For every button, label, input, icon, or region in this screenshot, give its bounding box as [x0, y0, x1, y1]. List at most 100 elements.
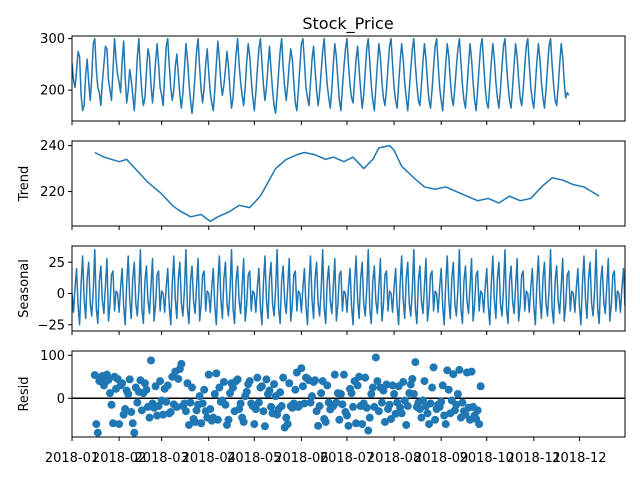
y-tick-label: −25	[38, 318, 65, 333]
resid-point	[402, 420, 411, 429]
resid-point	[151, 382, 160, 391]
resid-point	[379, 386, 388, 395]
y-tick-label: 25	[48, 256, 65, 271]
x-tick-label: 2018-09	[414, 451, 468, 466]
resid-point	[128, 419, 137, 428]
resid-point	[297, 364, 306, 373]
resid-point	[133, 398, 142, 407]
resid-point	[362, 403, 371, 412]
resid-point	[159, 410, 168, 419]
resid-point	[423, 409, 432, 418]
resid-point	[285, 379, 294, 388]
resid-point	[441, 420, 450, 429]
x-tick-label: 2018-11	[507, 451, 561, 466]
resid-point	[145, 413, 154, 422]
resid-point	[368, 383, 377, 392]
resid-point	[415, 405, 424, 414]
resid-point	[180, 399, 189, 408]
resid-point	[371, 353, 380, 362]
resid-point	[276, 388, 285, 397]
resid-point	[236, 399, 245, 408]
resid-point	[314, 421, 323, 430]
resid-point	[219, 377, 228, 386]
resid-point	[358, 420, 367, 429]
resid-point	[437, 397, 446, 406]
plot-frame	[71, 35, 626, 122]
resid-point	[388, 381, 397, 390]
resid-point	[242, 387, 251, 396]
resid-point	[213, 415, 222, 424]
y-tick-label: 100	[40, 349, 65, 364]
resid-point	[156, 377, 165, 386]
resid-point	[440, 411, 449, 420]
resid-point	[397, 409, 406, 418]
resid-point	[349, 402, 358, 411]
resid-point	[342, 411, 351, 420]
resid-point	[142, 385, 151, 394]
resid-point	[118, 379, 127, 388]
resid-point	[338, 400, 347, 409]
resid-point	[184, 420, 193, 429]
resid-point	[137, 406, 146, 415]
resid-point	[279, 373, 288, 382]
resid-point	[270, 380, 279, 389]
resid-point	[260, 422, 269, 431]
resid-point	[449, 370, 458, 379]
resid-point	[444, 385, 453, 394]
resid-point	[251, 405, 260, 414]
resid-point	[475, 420, 484, 429]
x-tick-label: 2018-04	[182, 451, 236, 466]
resid-point	[367, 390, 376, 398]
panel-resid: 01002018-012018-022018-032018-042018-052…	[17, 349, 626, 466]
y-tick-label: 0	[57, 392, 65, 407]
resid-point	[181, 407, 190, 416]
resid-point	[458, 398, 467, 407]
resid-point	[473, 406, 482, 415]
resid-point	[163, 381, 172, 390]
resid-point	[411, 358, 420, 367]
y-axis-label-trend: Trend	[17, 166, 32, 203]
y-tick-label: 0	[57, 287, 65, 302]
resid-point	[166, 408, 175, 417]
y-tick-label: 300	[40, 32, 65, 47]
resid-point	[374, 407, 383, 416]
resid-point	[291, 385, 300, 394]
resid-point	[452, 400, 461, 409]
resid-point	[373, 377, 382, 386]
resid-point	[125, 375, 134, 384]
x-tick-label: 2018-08	[367, 451, 421, 466]
resid-point	[177, 359, 186, 368]
resid-point	[461, 410, 470, 419]
resid-point	[186, 398, 195, 407]
resid-point	[195, 392, 204, 401]
y-axis-label-resid: Resid	[17, 376, 32, 411]
x-tick-label: 2018-01	[45, 451, 99, 466]
resid-point	[332, 398, 341, 407]
plot-frame	[71, 350, 626, 438]
resid-point	[344, 421, 353, 430]
resid-point	[239, 417, 248, 426]
resid-point	[92, 420, 101, 429]
resid-point	[282, 413, 291, 422]
resid-point	[130, 428, 139, 437]
resid-point	[257, 382, 266, 391]
resid-point	[453, 390, 462, 398]
resid-point	[140, 379, 149, 388]
resid-point	[443, 366, 452, 375]
resid-point	[127, 408, 136, 417]
resid-point	[215, 383, 224, 392]
x-tick-label: 2018-12	[552, 451, 606, 466]
resid-point	[105, 389, 114, 398]
resid-point	[428, 383, 437, 392]
panel-trend: 220 240 Trend	[17, 139, 626, 230]
resid-point	[204, 370, 213, 379]
resid-point	[467, 367, 476, 376]
x-tick-label: 2018-03	[134, 451, 188, 466]
resid-point	[403, 402, 412, 411]
panel-observed: 200 300	[40, 32, 626, 125]
resid-point	[265, 386, 274, 395]
resid-point	[212, 369, 221, 378]
resid-point	[124, 390, 133, 398]
series-line-observed	[72, 37, 570, 115]
resid-point	[254, 398, 263, 407]
